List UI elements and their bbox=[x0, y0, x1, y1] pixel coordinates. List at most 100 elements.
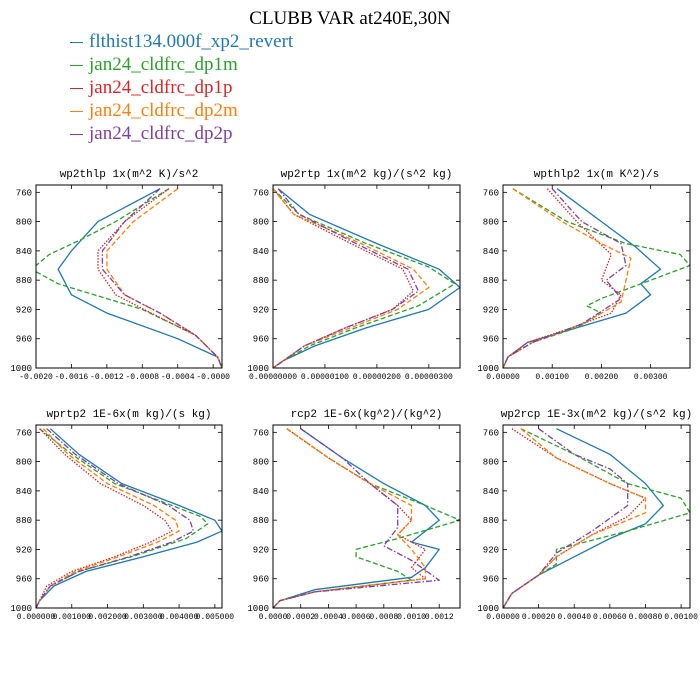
y-tick-label: 920 bbox=[16, 545, 32, 555]
x-tick-label: 0.00020 bbox=[522, 613, 556, 622]
y-tick-label: 960 bbox=[253, 335, 269, 345]
y-tick-label: 800 bbox=[16, 458, 32, 468]
y-tick-label: 920 bbox=[483, 305, 499, 315]
plot-frame bbox=[272, 424, 461, 609]
legend-label: jan24_cldfrc_dp2m bbox=[89, 99, 238, 121]
series-line bbox=[273, 188, 430, 368]
legend-swatch bbox=[70, 88, 83, 89]
y-tick-label: 760 bbox=[483, 188, 499, 198]
panel-title: wp2thlp 1x(m^2 K)/s^2 bbox=[60, 169, 199, 181]
plot-frame bbox=[35, 424, 223, 609]
x-tick-label: 0.00040 bbox=[557, 613, 591, 622]
x-tick-label: 0.005000 bbox=[196, 613, 235, 622]
y-tick-label: 880 bbox=[253, 516, 269, 526]
y-tick-label: 840 bbox=[16, 487, 32, 497]
x-tick-label: 0.00000000 bbox=[249, 373, 297, 382]
legend-item: jan24_cldfrc_dp1m bbox=[70, 53, 293, 76]
y-tick-label: 880 bbox=[483, 276, 499, 286]
series-line bbox=[273, 188, 460, 368]
y-tick-label: 800 bbox=[253, 218, 269, 228]
y-tick-label: 800 bbox=[483, 458, 499, 468]
y-tick-label: 920 bbox=[16, 305, 32, 315]
panel-title: wpthlp2 1x(m K^2)/s bbox=[534, 169, 659, 181]
series-line bbox=[36, 428, 195, 608]
chart-panel: wprtp2 1E-6x(m kg)/(s kg) 760 800 840 880 920… bbox=[10, 409, 234, 622]
y-tick-label: 960 bbox=[483, 335, 499, 345]
y-tick-label: 960 bbox=[253, 575, 269, 585]
series-line bbox=[503, 428, 664, 608]
y-tick-label: 960 bbox=[483, 575, 499, 585]
x-tick-label: -0.0004 bbox=[161, 373, 195, 382]
series-line bbox=[503, 428, 647, 608]
y-tick-label: 1000 bbox=[247, 604, 269, 614]
x-tick-label: 0.001000 bbox=[53, 613, 92, 622]
legend-label: jan24_cldfrc_dp1p bbox=[89, 76, 233, 98]
x-tick-label: 0.00000100 bbox=[301, 373, 349, 382]
legend: flthist134.000f_xp2_revert jan24_cldfrc_… bbox=[70, 30, 293, 145]
legend-item: jan24_cldfrc_dp2p bbox=[70, 122, 293, 145]
series-group bbox=[503, 428, 690, 608]
series-line bbox=[36, 188, 222, 368]
series-group bbox=[503, 188, 690, 368]
plot-frame bbox=[35, 184, 223, 369]
series-line bbox=[273, 428, 440, 608]
series-line bbox=[503, 428, 690, 608]
x-tick-label: 0.0012 bbox=[425, 613, 454, 622]
x-tick-label: 0.0010 bbox=[397, 613, 426, 622]
legend-swatch bbox=[70, 134, 83, 135]
panel-title: wprtp2 1E-6x(m kg)/(s kg) bbox=[46, 409, 211, 421]
y-tick-label: 920 bbox=[253, 545, 269, 555]
x-tick-label: 0.00100 bbox=[535, 373, 569, 382]
y-tick-label: 840 bbox=[253, 487, 269, 497]
y-tick-label: 880 bbox=[16, 516, 32, 526]
x-tick-label: 0.00000300 bbox=[405, 373, 453, 382]
series-line bbox=[273, 188, 420, 368]
x-tick-label: -0.0000 bbox=[196, 373, 230, 382]
x-tick-label: -0.0020 bbox=[19, 373, 53, 382]
y-tick-label: 880 bbox=[253, 276, 269, 286]
x-tick-label: 0.002000 bbox=[88, 613, 127, 622]
series-line bbox=[503, 188, 627, 368]
x-tick-label: 0.004000 bbox=[160, 613, 199, 622]
x-tick-label: 0.000000 bbox=[17, 613, 56, 622]
series-line bbox=[57, 188, 222, 368]
series-line bbox=[106, 188, 222, 368]
panel-title: wp2rcp 1E-3x(m^2 kg)/(s^2 kg) bbox=[501, 409, 692, 421]
series-line bbox=[503, 428, 629, 608]
x-tick-label: 0.0006 bbox=[342, 613, 371, 622]
y-tick-label: 1000 bbox=[477, 604, 499, 614]
series-line bbox=[97, 188, 222, 368]
chart-panel: wp2rtp 1x(m^2 kg)/(s^2 kg) 760 800 840 880 92… bbox=[247, 169, 461, 382]
y-tick-label: 840 bbox=[253, 247, 269, 257]
legend-swatch bbox=[70, 111, 83, 112]
y-tick-label: 760 bbox=[16, 428, 32, 438]
y-tick-label: 1000 bbox=[10, 364, 32, 374]
legend-item: flthist134.000f_xp2_revert bbox=[70, 30, 293, 53]
chart-panel: wp2rcp 1E-3x(m^2 kg)/(s^2 kg)760 800 840 88… bbox=[477, 409, 698, 622]
legend-item: jan24_cldfrc_dp2m bbox=[70, 99, 293, 122]
series-line bbox=[503, 188, 622, 368]
y-tick-label: 760 bbox=[253, 428, 269, 438]
panel-title: rcp2 1E-6x(kg^2)/(kg^2) bbox=[291, 409, 443, 421]
x-tick-label: -0.0016 bbox=[55, 373, 89, 382]
x-tick-label: 0.00100 bbox=[664, 613, 698, 622]
x-tick-label: 0.00060 bbox=[593, 613, 627, 622]
x-tick-label: 0.00200 bbox=[585, 373, 619, 382]
x-tick-label: 0.00000 bbox=[486, 613, 520, 622]
series-group bbox=[36, 188, 222, 368]
legend-label: jan24_cldfrc_dp2p bbox=[89, 122, 233, 144]
x-tick-label: 0.0008 bbox=[369, 613, 398, 622]
series-group bbox=[36, 428, 222, 608]
series-group bbox=[273, 428, 460, 608]
y-tick-label: 840 bbox=[16, 247, 32, 257]
x-tick-label: 0.0004 bbox=[314, 613, 343, 622]
legend-swatch bbox=[70, 65, 83, 66]
y-tick-label: 880 bbox=[16, 276, 32, 286]
y-tick-label: 760 bbox=[483, 428, 499, 438]
chart-panel: wpthlp2 1x(m K^2)/s 760 800 840 880 920 960 100… bbox=[477, 169, 691, 382]
series-line bbox=[273, 188, 456, 368]
series-line bbox=[36, 428, 209, 608]
y-tick-label: 800 bbox=[483, 218, 499, 228]
y-tick-label: 960 bbox=[16, 335, 32, 345]
legend-label: jan24_cldfrc_dp1m bbox=[89, 53, 238, 75]
